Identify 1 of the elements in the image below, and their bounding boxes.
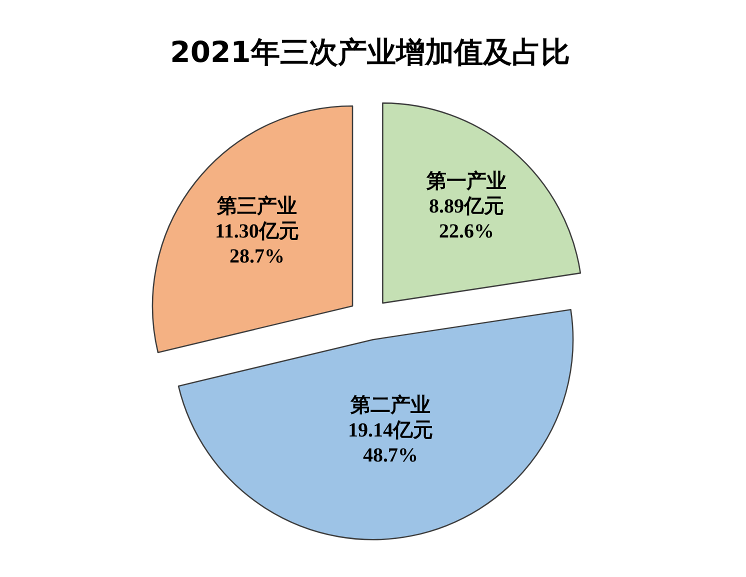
title: 2021年三次产业增加值及占比 xyxy=(170,35,570,69)
